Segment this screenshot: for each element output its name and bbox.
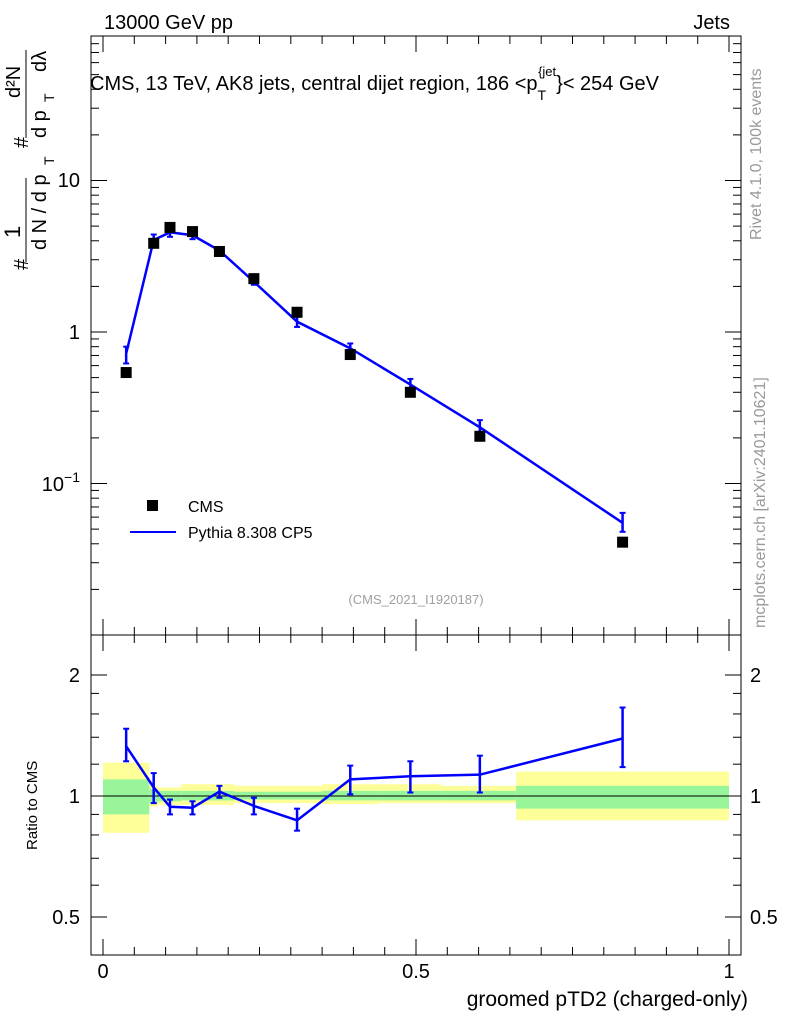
title-prefix: CMS, 13 TeV, AK8 jets, central dijet reg… <box>90 73 538 95</box>
main-frame <box>90 35 742 636</box>
ratio-tick-label-1-right: 1 <box>750 786 761 808</box>
ratio-tick-label-1-left: 1 <box>69 786 80 808</box>
title-suffix: }< 254 GeV <box>556 73 660 95</box>
y-label-hash2: # <box>11 136 33 148</box>
ratio-y-label: Ratio to CMS <box>24 761 41 850</box>
y-label-dn: d N / d p <box>29 174 51 250</box>
legend: CMS Pythia 8.308 CP5 <box>130 499 313 542</box>
y-label-t2: T <box>41 93 57 102</box>
x-axis-label: groomed pTD2 (charged-only) <box>467 988 748 1011</box>
header-left-label: 13000 GeV pp <box>104 12 233 34</box>
cms-marker <box>248 273 260 285</box>
ratio-series-group <box>123 706 626 832</box>
legend-pythia-label: Pythia 8.308 CP5 <box>188 525 313 542</box>
cms-marker <box>474 430 486 442</box>
cms-marker <box>291 306 303 318</box>
y-label-dlambda: dλ <box>29 51 51 72</box>
legend-cms-label: CMS <box>188 499 224 516</box>
title-sub: T <box>538 87 547 103</box>
pythia-line-group <box>124 231 624 524</box>
cms-marker <box>120 367 132 379</box>
legend-cms-marker <box>147 500 158 511</box>
analysis-id: (CMS_2021_I1920187) <box>348 592 483 607</box>
cms-marker <box>148 237 160 249</box>
ratio-axis-ticks <box>91 635 741 955</box>
ratio-tick-label-0p5-right: 0.5 <box>750 907 778 929</box>
y-label-hash1: # <box>11 258 33 270</box>
ratio-uncertainty-bands <box>103 762 729 833</box>
main-axis-ticks <box>91 36 741 636</box>
cms-marker <box>617 536 629 548</box>
y-label-one: 1 <box>0 226 25 238</box>
mcplots-label: mcplots.cern.ch [arXiv:2401.10621] <box>752 377 769 628</box>
rivet-label: Rivet 4.1.0, 100k events <box>748 68 765 240</box>
title-sup: {jet <box>538 64 556 79</box>
y-tick-label-0p1: 10−1 <box>42 469 80 496</box>
ratio-inner-band <box>103 779 150 815</box>
y-tick-label-10: 10 <box>58 170 80 192</box>
cms-marker <box>213 245 225 257</box>
pythia-curve <box>124 231 624 524</box>
y-tick-label-1: 1 <box>69 322 80 344</box>
y-label-t1: T <box>41 156 57 165</box>
y-label-dpt: d p <box>29 110 51 138</box>
cms-marker <box>344 349 356 361</box>
ratio-inner-band <box>516 785 729 809</box>
chart-title: CMS, 13 TeV, AK8 jets, central dijet reg… <box>90 64 660 103</box>
header-right-label: Jets <box>693 12 730 34</box>
cms-marker <box>404 386 416 398</box>
x-tick-label-0: 0 <box>97 961 108 983</box>
cms-marker <box>187 226 199 238</box>
x-tick-label-2: 1 <box>723 961 734 983</box>
ratio-curve <box>125 737 623 822</box>
y-label-d2n: d²N <box>3 66 25 98</box>
ratio-tick-label-2-right: 2 <box>750 665 761 687</box>
ratio-tick-label-2-left: 2 <box>69 665 80 687</box>
pythia-error-bars <box>123 227 626 533</box>
x-tick-label-1: 0.5 <box>402 961 430 983</box>
main-y-axis-label: # 1 d N / d p T # d²N d p T dλ <box>0 50 57 270</box>
cms-marker <box>164 221 176 233</box>
cms-markers <box>120 221 629 548</box>
ratio-tick-label-0p5-left: 0.5 <box>52 907 80 929</box>
